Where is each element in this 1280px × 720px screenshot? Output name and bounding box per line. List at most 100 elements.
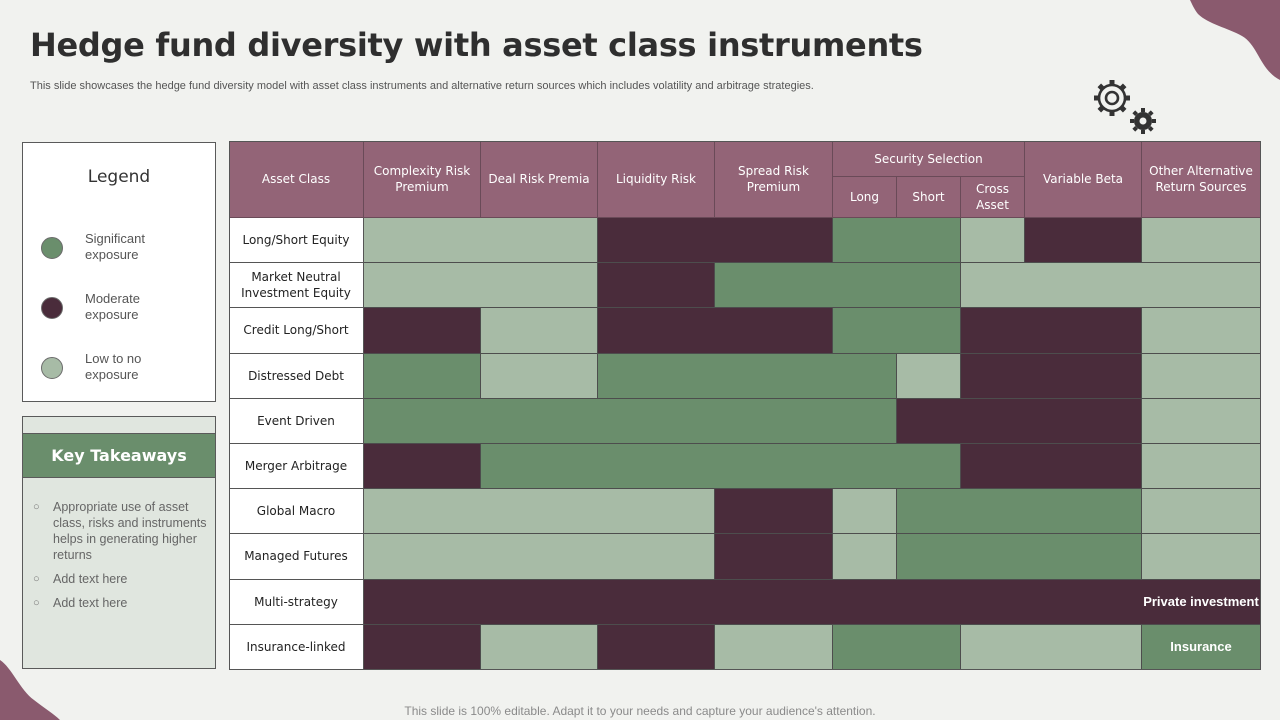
exposure-cell-moderate [1025, 444, 1142, 490]
exposure-cell-low [833, 534, 897, 580]
exposure-cell-text: Insurance [1142, 624, 1261, 670]
exposure-cell-low [1142, 444, 1261, 490]
exposure-cell-low [1142, 534, 1261, 580]
page-title: Hedge fund diversity with asset class in… [30, 26, 923, 64]
exposure-cell-moderate [961, 353, 1026, 399]
circle-bullet-icon: ○ [33, 573, 40, 585]
exposure-cell-low [364, 263, 482, 309]
exposure-cell-moderate [961, 579, 1026, 625]
row-label: Credit Long/Short [229, 308, 364, 354]
exposure-cell-significant [897, 534, 962, 580]
key-takeaways-list: ○ Appropriate use of asset class, risks a… [33, 499, 213, 619]
takeaway-item: ○ Add text here [33, 595, 213, 611]
takeaway-text: Add text here [53, 572, 128, 586]
takeaway-item: ○ Add text here [33, 571, 213, 587]
exposure-cell-low [1142, 263, 1261, 309]
exposure-cell-significant [961, 489, 1026, 535]
significant-dot-icon [41, 237, 63, 259]
exposure-cell-significant [897, 263, 961, 309]
exposure-cell-moderate [715, 579, 834, 625]
exposure-cell-significant [897, 624, 961, 670]
exposure-cell-low [364, 489, 482, 535]
exposure-cell-moderate [364, 579, 482, 625]
legend-title: Legend [87, 167, 151, 187]
page-subtitle: This slide showcases the hedge fund dive… [30, 80, 814, 92]
exposure-cell-low [1142, 308, 1261, 354]
exposure-cell-moderate [1025, 353, 1142, 399]
legend-item-low: Low to no exposure [41, 349, 211, 389]
exposure-cell-significant [897, 444, 961, 490]
corner-decoration-bottom [0, 660, 60, 720]
exposure-cell-significant [897, 489, 962, 535]
row-label: Global Macro [229, 489, 364, 535]
gears-icon [1094, 80, 1156, 134]
exposure-cell-low [481, 218, 598, 264]
row-label: Event Driven [229, 398, 364, 444]
exposure-cell-significant [833, 624, 898, 670]
exposure-cell-moderate [715, 489, 833, 535]
row-label: Multi-strategy [229, 579, 364, 625]
exposure-cell-significant [833, 353, 897, 399]
exposure-cell-significant [715, 353, 834, 399]
header-liquidity-risk: Liquidity Risk [598, 141, 715, 218]
footer-note: This slide is 100% editable. Adapt it to… [404, 704, 876, 718]
exposure-cell-moderate [1025, 398, 1142, 444]
exposure-cell-moderate [897, 398, 962, 444]
legend-label: Significant exposure [85, 231, 145, 262]
exposure-cell-moderate [598, 263, 715, 309]
exposure-cell-significant [833, 398, 897, 444]
exposure-cell-moderate [833, 579, 898, 625]
exposure-cell-significant [715, 398, 834, 444]
low-dot-icon [41, 357, 63, 379]
exposure-cell-low [598, 489, 715, 535]
exposure-cell-low [961, 624, 1026, 670]
row-label: Long/Short Equity [229, 218, 364, 264]
exposure-cell-moderate [1025, 218, 1142, 264]
legend-label: Moderate exposure [85, 291, 140, 322]
exposure-cell-low [961, 263, 1026, 309]
exposure-cell-significant [598, 398, 716, 444]
exposure-cell-moderate [598, 218, 716, 264]
exposure-cell-significant [897, 308, 961, 354]
exposure-cell-low [481, 534, 599, 580]
exposure-cell-moderate [1025, 579, 1143, 625]
exposure-cell-significant [1025, 534, 1142, 580]
exposure-cell-low [481, 263, 598, 309]
header-asset-class: Asset Class [229, 141, 364, 218]
exposure-cell-text: Private investment [1142, 579, 1261, 625]
takeaway-text: Appropriate use of asset class, risks an… [53, 500, 207, 562]
exposure-cell-low [1025, 624, 1142, 670]
exposure-cell-moderate [481, 579, 599, 625]
header-security-selection: Security Selection [833, 141, 1025, 177]
exposure-cell-low [481, 308, 598, 354]
exposure-cell-significant [833, 218, 898, 264]
exposure-cell-moderate [598, 624, 715, 670]
exposure-cell-moderate [715, 218, 833, 264]
exposure-cell-moderate [961, 398, 1026, 444]
row-label: Insurance-linked [229, 624, 364, 670]
exposure-cell-significant [364, 353, 481, 399]
exposure-cell-low [833, 489, 897, 535]
legend-label: Low to no exposure [85, 351, 142, 382]
exposure-cell-low [961, 218, 1025, 264]
row-label: Managed Futures [229, 534, 364, 580]
header-deal-risk-premia: Deal Risk Premia [481, 141, 598, 218]
header-short: Short [897, 177, 961, 218]
takeaway-text: Add text here [53, 596, 128, 610]
exposure-cell-significant [897, 218, 961, 264]
exposure-cell-significant [598, 444, 716, 490]
header-variable-beta: Variable Beta [1025, 141, 1142, 218]
legend-item-significant: Significant exposure [41, 229, 211, 269]
exposure-cell-significant [833, 263, 898, 309]
exposure-cell-low [598, 534, 715, 580]
exposure-cell-significant [364, 398, 482, 444]
takeaway-item: ○ Appropriate use of asset class, risks a… [33, 499, 213, 563]
exposure-cell-moderate [961, 308, 1026, 354]
exposure-cell-low [897, 353, 961, 399]
exposure-cell-low [364, 534, 482, 580]
exposure-cell-low [1142, 218, 1261, 264]
header-complexity-risk-premium: Complexity Risk Premium [364, 141, 481, 218]
exposure-cell-low [1142, 353, 1261, 399]
circle-bullet-icon: ○ [33, 501, 40, 513]
corner-decoration [1190, 0, 1280, 80]
